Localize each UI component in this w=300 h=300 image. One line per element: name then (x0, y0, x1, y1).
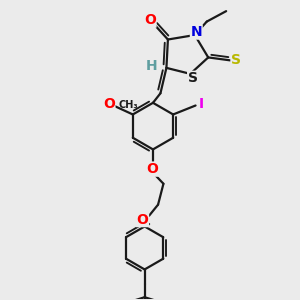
Text: H: H (146, 59, 157, 74)
Text: CH₃: CH₃ (119, 100, 138, 110)
Text: O: O (146, 162, 158, 176)
Text: N: N (190, 25, 202, 39)
Text: S: S (188, 71, 198, 85)
Text: S: S (231, 53, 241, 68)
Text: O: O (144, 13, 156, 27)
Text: I: I (198, 97, 203, 111)
Text: O: O (103, 97, 115, 111)
Text: O: O (136, 213, 148, 226)
